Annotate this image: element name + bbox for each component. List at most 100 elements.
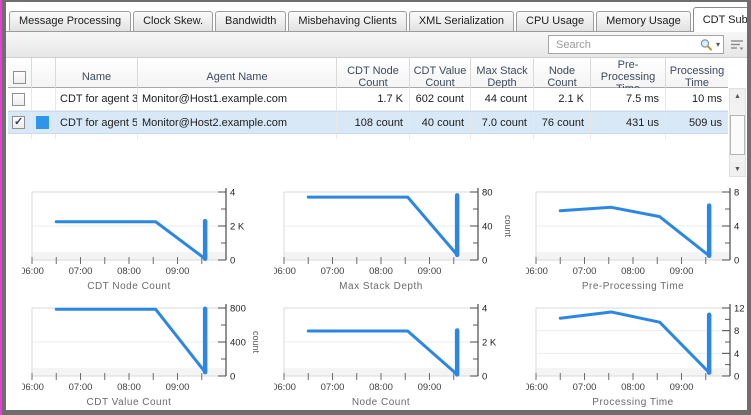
cell-node-count: 2.1 K xyxy=(534,88,591,110)
svg-text:4: 4 xyxy=(734,222,739,233)
cell-name: CDT for agent 3 xyxy=(56,88,138,110)
toolbar: ▾ xyxy=(6,32,747,58)
chart-node-count: 06:00 07:00 08:00 09:00 0 2 K 4 Node Count xyxy=(272,302,519,410)
column-header-agent-name[interactable]: Agent Name xyxy=(138,58,337,96)
row-checkbox-cell xyxy=(8,112,32,133)
svg-text:0: 0 xyxy=(734,256,739,267)
table-row[interactable]: CDT for agent 5 Monitor@Host2.example.co… xyxy=(8,111,728,134)
search-input[interactable] xyxy=(554,37,699,52)
cell-pre-processing-time: 431 us xyxy=(591,112,666,133)
tab-xml-serialization[interactable]: XML Serialization xyxy=(408,11,515,31)
tab-cpu-usage[interactable]: CPU Usage xyxy=(516,11,595,31)
svg-text:800: 800 xyxy=(230,304,246,315)
header-checkbox-cell xyxy=(8,58,32,96)
table-empty-area xyxy=(8,134,728,139)
svg-text:0: 0 xyxy=(230,372,235,383)
charts-grid: 06:00 07:00 08:00 09:00 0 2 K 4 CDT Node Count … xyxy=(20,186,747,410)
cell-name: CDT for agent 5 xyxy=(56,112,138,133)
cell-cdt-value-count: 602 count xyxy=(410,88,471,110)
cell-pre-processing-time: 7.5 ms xyxy=(591,88,666,110)
svg-text:07:00: 07:00 xyxy=(69,266,93,277)
header-swatch-cell xyxy=(32,58,56,96)
svg-text:2 K: 2 K xyxy=(482,338,497,349)
row-checkbox-cell xyxy=(8,88,32,110)
tab-bandwidth[interactable]: Bandwidth xyxy=(215,11,287,31)
svg-text:8: 8 xyxy=(734,188,739,199)
svg-text:06:00: 06:00 xyxy=(526,382,548,393)
scrollbar-thumb[interactable] xyxy=(730,115,745,155)
svg-text:09:00: 09:00 xyxy=(418,266,442,277)
table-header: Name Agent Name CDT Node Count CDT Value… xyxy=(8,58,728,96)
row-swatch-cell xyxy=(32,112,56,133)
chart-pre-processing-time: 06:0007:0008:0009:00048msPre-Processing … xyxy=(524,186,747,298)
select-all-checkbox[interactable] xyxy=(13,70,26,84)
svg-text:Pre-Processing Time: Pre-Processing Time xyxy=(582,281,684,292)
table-scrollbar[interactable]: ▲ ▼ xyxy=(729,88,746,177)
svg-text:12: 12 xyxy=(734,304,745,315)
cell-max-stack-depth: 7.0 count xyxy=(471,112,534,133)
svg-text:0: 0 xyxy=(482,372,487,383)
row-checkbox[interactable] xyxy=(12,115,25,129)
svg-text:07:00: 07:00 xyxy=(573,266,597,277)
column-header-processing-time[interactable]: Processing Time xyxy=(669,65,725,89)
svg-text:4: 4 xyxy=(734,349,739,360)
svg-text:40: 40 xyxy=(482,222,493,233)
chart-cdt-value-count: 06:00 07:00 08:00 09:00 0 400 800 count CDT Valu… xyxy=(20,302,267,410)
magnifier-icon[interactable] xyxy=(699,38,713,52)
svg-text:0: 0 xyxy=(734,372,739,383)
column-header-max-stack-depth[interactable]: Max Stack Depth xyxy=(471,58,534,96)
column-header-cdt-node-count[interactable]: CDT Node Count xyxy=(337,58,410,96)
cell-max-stack-depth: 44 count xyxy=(471,88,534,110)
svg-text:09:00: 09:00 xyxy=(166,266,190,277)
svg-text:0: 0 xyxy=(482,256,487,267)
search-dropdown-caret-icon[interactable]: ▾ xyxy=(715,40,720,49)
svg-text:80: 80 xyxy=(482,188,493,199)
svg-text:2 K: 2 K xyxy=(230,222,245,233)
svg-text:09:00: 09:00 xyxy=(166,382,190,393)
svg-text:09:00: 09:00 xyxy=(418,382,442,393)
row-checkbox[interactable] xyxy=(12,92,25,106)
svg-text:08:00: 08:00 xyxy=(369,266,393,277)
chart-max-stack-depth: 06:00 07:00 08:00 09:00 0 40 80 count Max Stack … xyxy=(272,186,519,298)
cell-cdt-node-count: 108 count xyxy=(337,112,410,133)
svg-text:08:00: 08:00 xyxy=(621,382,645,393)
svg-text:06:00: 06:00 xyxy=(274,266,296,277)
svg-text:CDT Node Count: CDT Node Count xyxy=(87,281,171,292)
tab-misbehaving-clients[interactable]: Misbehaving Clients xyxy=(288,11,407,31)
svg-text:07:00: 07:00 xyxy=(573,382,597,393)
svg-text:06:00: 06:00 xyxy=(274,382,296,393)
cell-agent-name: Monitor@Host2.example.com xyxy=(138,112,337,133)
content-area: Message Processing Clock Skew. Bandwidth… xyxy=(6,2,747,410)
scroll-up-button[interactable]: ▲ xyxy=(730,89,745,103)
cell-processing-time: 10 ms xyxy=(692,93,722,105)
svg-text:08:00: 08:00 xyxy=(117,382,141,393)
svg-text:07:00: 07:00 xyxy=(69,382,93,393)
column-header-node-count[interactable]: Node Count xyxy=(534,58,591,96)
svg-text:07:00: 07:00 xyxy=(321,266,345,277)
search-box: ▾ xyxy=(548,35,724,54)
column-header-name[interactable]: Name xyxy=(56,58,138,96)
column-header-cdt-value-count[interactable]: CDT Value Count xyxy=(410,58,471,96)
svg-text:4: 4 xyxy=(230,188,235,199)
svg-text:08:00: 08:00 xyxy=(369,382,393,393)
svg-text:0: 0 xyxy=(230,256,235,267)
tab-bar: Message Processing Clock Skew. Bandwidth… xyxy=(6,2,747,32)
tab-clock-skew[interactable]: Clock Skew. xyxy=(133,11,214,31)
row-swatch-cell xyxy=(32,88,56,110)
svg-text:8: 8 xyxy=(734,326,739,337)
series-color-swatch xyxy=(36,116,49,129)
tab-memory-usage[interactable]: Memory Usage xyxy=(596,11,691,31)
svg-text:06:00: 06:00 xyxy=(22,266,44,277)
tab-message-processing[interactable]: Message Processing xyxy=(9,11,132,31)
svg-text:09:00: 09:00 xyxy=(670,266,694,277)
svg-text:Max Stack Depth: Max Stack Depth xyxy=(339,281,423,292)
cell-processing-time: 509 us xyxy=(688,116,722,129)
scroll-down-button[interactable]: ▼ xyxy=(730,162,745,176)
column-menu-icon[interactable] xyxy=(729,38,745,52)
cell-cdt-value-count: 40 count xyxy=(410,112,471,133)
tab-cdt-submission[interactable]: CDT Submission xyxy=(692,7,747,32)
svg-text:400: 400 xyxy=(230,338,246,349)
svg-text:Processing Time: Processing Time xyxy=(592,397,673,408)
table-row[interactable]: CDT for agent 3 Monitor@Host1.example.co… xyxy=(8,88,728,111)
